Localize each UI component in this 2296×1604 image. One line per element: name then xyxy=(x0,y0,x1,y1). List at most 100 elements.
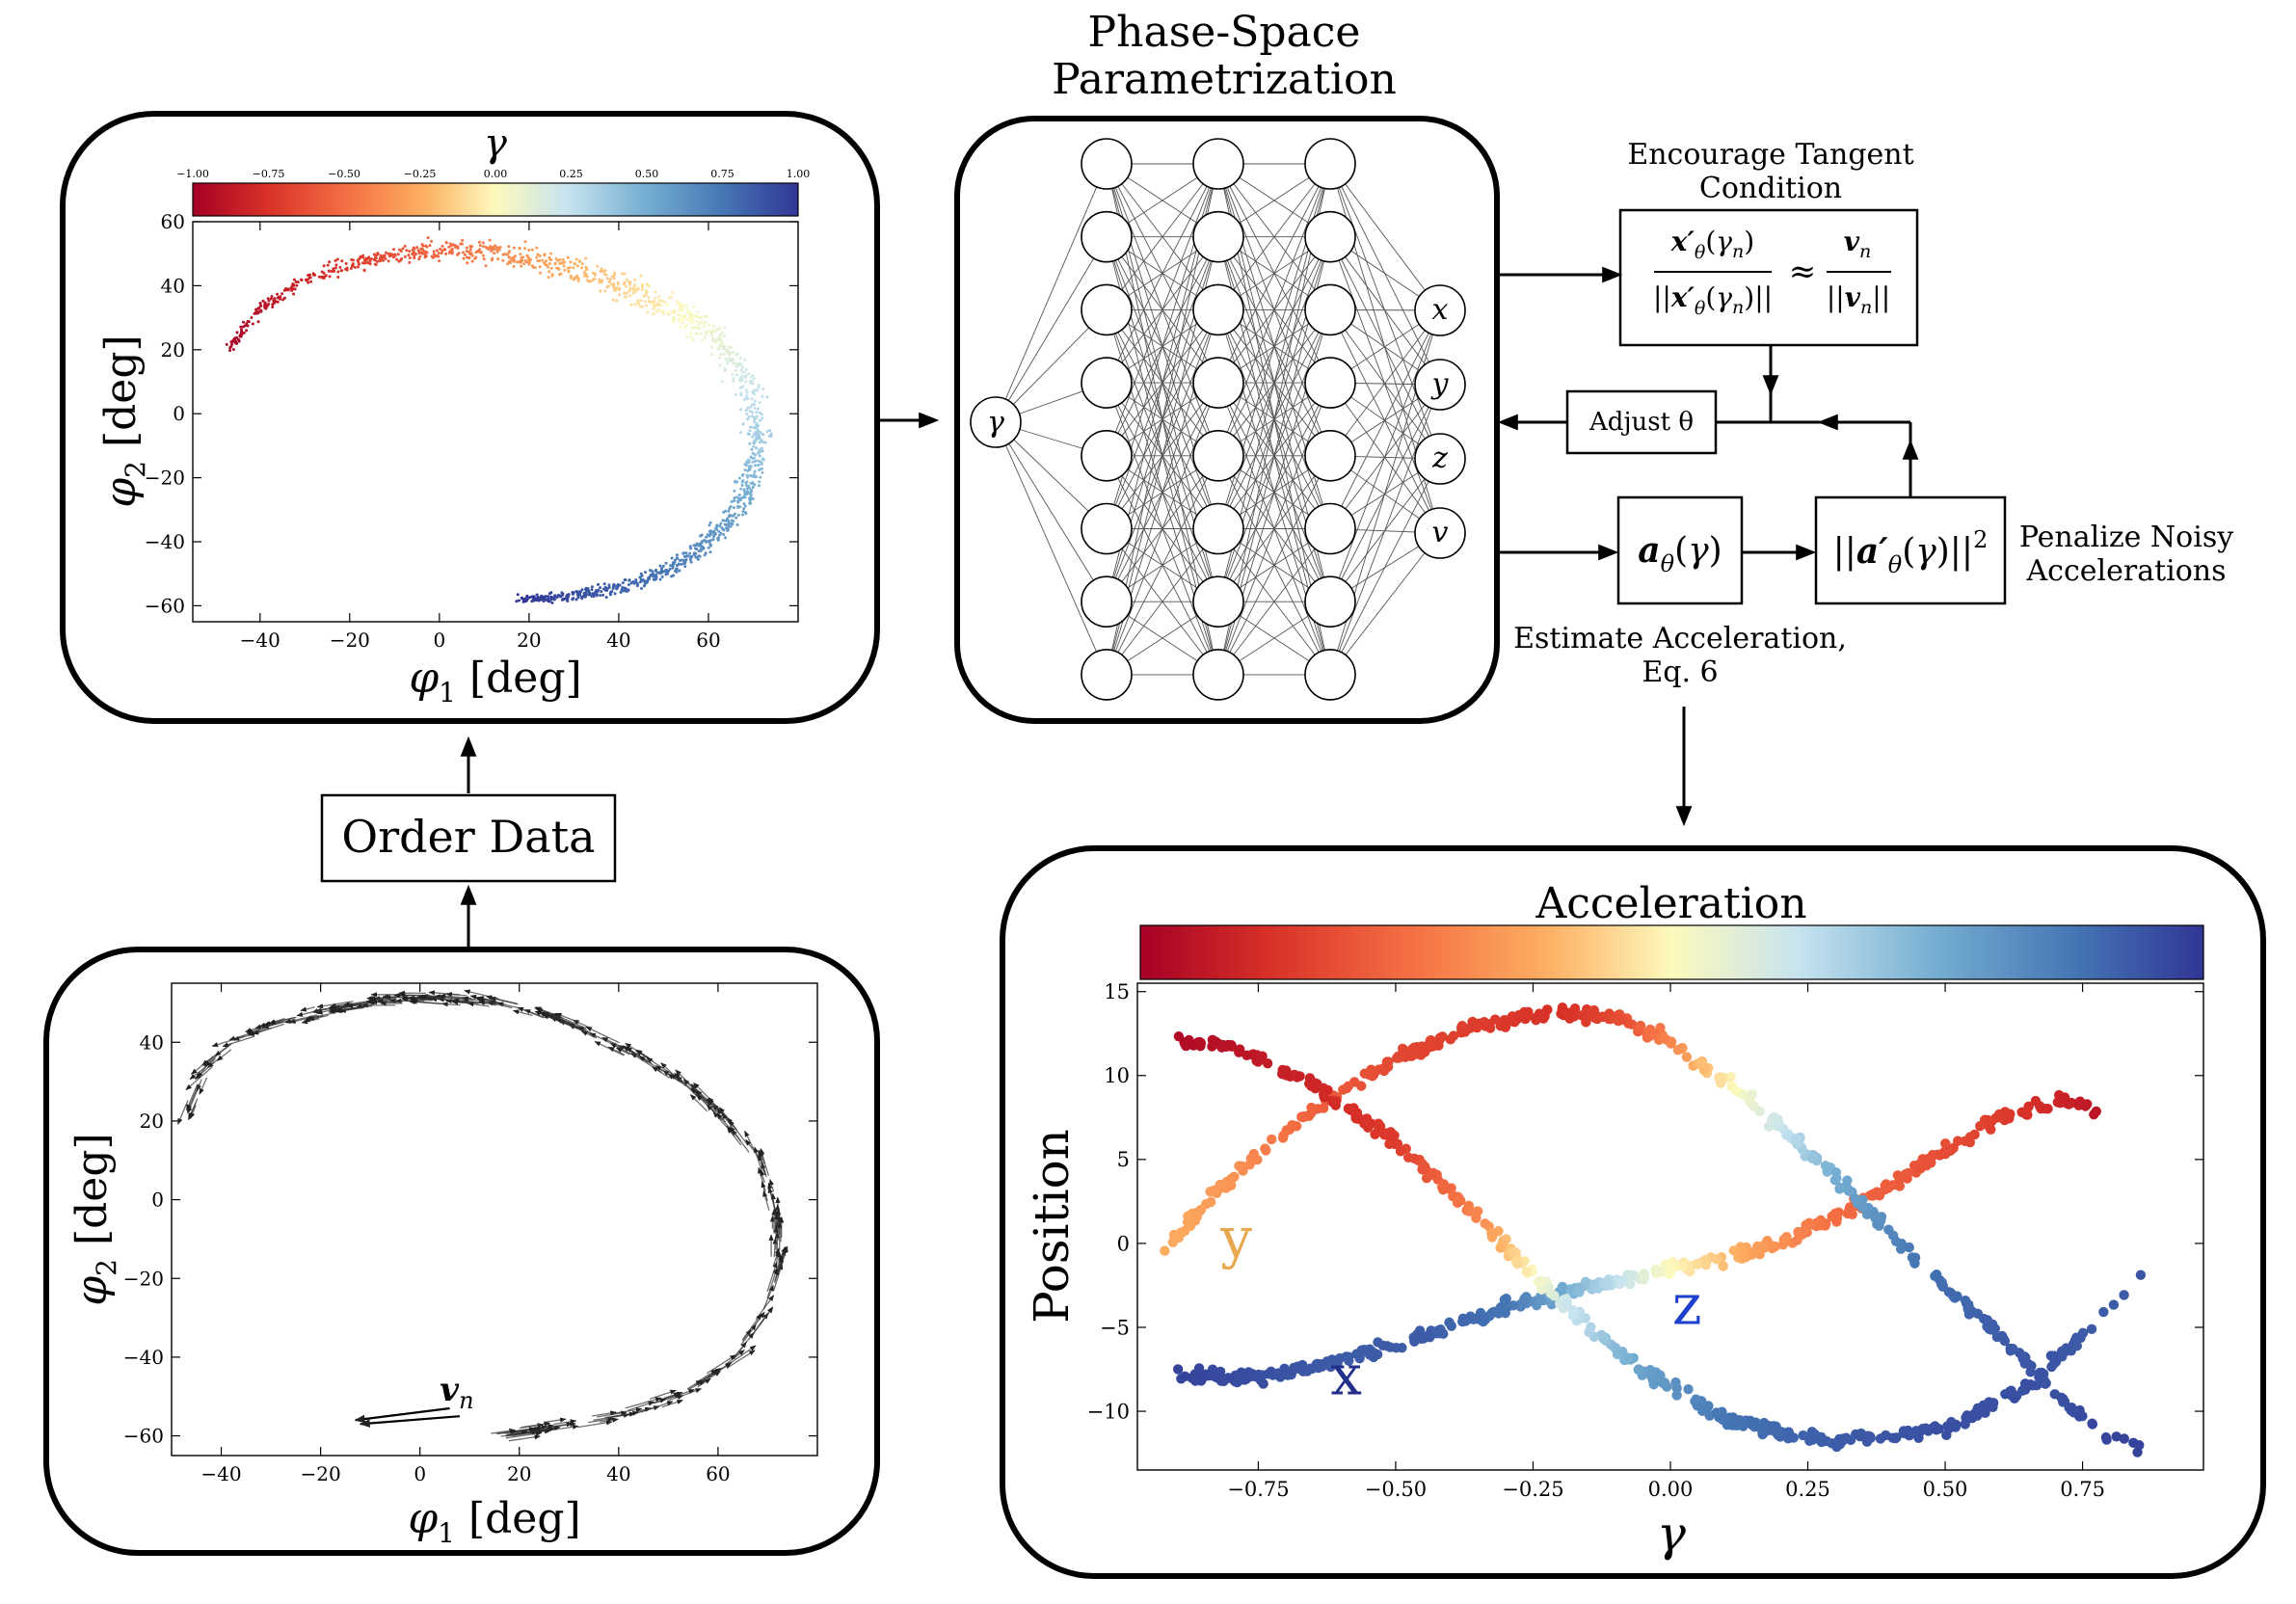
gamma-scatter-point xyxy=(735,373,739,377)
position-xtick-label: 0.75 xyxy=(2060,1478,2105,1501)
position-point-z xyxy=(1930,1421,1940,1431)
quiver-arrow xyxy=(478,998,498,1005)
gamma-ytick-label: −60 xyxy=(145,594,185,617)
position-point-z xyxy=(1988,1402,1998,1412)
gamma-scatter-point xyxy=(730,345,734,349)
gamma-scatter-point xyxy=(627,588,630,592)
quiver-arrow xyxy=(269,1016,297,1026)
gamma-scatter-point xyxy=(235,331,239,334)
gamma-scatter-point xyxy=(645,290,649,294)
gamma-scatter-point xyxy=(317,275,321,279)
gamma-scatter-point xyxy=(599,289,602,293)
position-xtick-label: 0.25 xyxy=(1785,1478,1830,1501)
network-hidden-node xyxy=(1192,575,1244,628)
quiver-arrow xyxy=(553,1419,577,1426)
quiver-arrow xyxy=(517,1006,544,1019)
gamma-scatter-point xyxy=(575,264,579,268)
gamma-scatter-point xyxy=(492,247,495,251)
gamma-scatter-point xyxy=(521,597,524,601)
position-point-x xyxy=(1446,1321,1456,1331)
network-edge xyxy=(1106,163,1219,384)
series-label-x: x xyxy=(1330,1343,1362,1408)
gamma-scatter-point xyxy=(286,287,290,291)
gamma-colorbar-tick: 1.00 xyxy=(787,168,811,180)
gamma-scatter-point xyxy=(720,340,724,344)
gamma-scatter-point xyxy=(451,243,455,247)
gamma-scatter-point xyxy=(522,262,526,266)
gamma-scatter-point xyxy=(598,278,601,281)
gamma-scatter-point xyxy=(616,586,620,590)
gamma-scatter-point xyxy=(563,260,567,264)
gamma-scatter-point xyxy=(623,578,627,582)
gamma-scatter-point xyxy=(520,260,523,264)
gamma-scatter-point xyxy=(522,247,526,251)
quiver-arrow xyxy=(707,1098,726,1116)
position-point-z xyxy=(1562,1297,1572,1308)
gamma-scatter-point xyxy=(688,551,692,555)
gamma-scatter-point xyxy=(247,320,251,324)
gamma-scatter-point xyxy=(734,516,738,520)
gamma-scatter-point xyxy=(543,254,547,257)
gamma-scatter-point xyxy=(689,547,693,550)
gamma-scatter-point xyxy=(711,538,715,542)
gamma-scatter-point xyxy=(716,537,720,541)
network-hidden-node xyxy=(1081,210,1133,263)
title-line1: Phase-Space xyxy=(1088,8,1361,57)
position-point-x xyxy=(1343,1351,1354,1362)
gamma-scatter-point xyxy=(741,472,745,476)
quiver-arrow xyxy=(649,1389,677,1400)
quiver-xlabel: φ1 [deg] xyxy=(408,1494,580,1549)
gamma-ytick-label: 0 xyxy=(173,402,185,425)
gamma-scatter-point xyxy=(600,280,603,283)
gamma-scatter-point xyxy=(708,521,712,524)
gamma-scatter-point xyxy=(746,417,750,421)
gamma-scatter-point xyxy=(340,259,344,263)
gamma-scatter-point xyxy=(734,365,738,369)
gamma-xlabel: φ1 [deg] xyxy=(409,654,581,708)
penalty-expression: ||a′θ(γ)||2 xyxy=(1833,526,1989,578)
gamma-scatter-point xyxy=(368,262,372,266)
gamma-scatter-point xyxy=(623,589,627,593)
gamma-scatter-point xyxy=(681,318,685,322)
position-point-y xyxy=(1226,1173,1237,1185)
gamma-scatter-point xyxy=(761,449,764,453)
gamma-scatter-point xyxy=(558,273,562,277)
gamma-scatter-point xyxy=(652,304,655,307)
gamma-scatter-point xyxy=(547,276,550,280)
position-point-x xyxy=(1354,1353,1365,1364)
gamma-scatter-point xyxy=(739,391,743,395)
position-point-z xyxy=(2086,1323,2097,1334)
gamma-scatter-point xyxy=(623,291,627,295)
position-point-y xyxy=(1383,1056,1394,1067)
position-point-y xyxy=(1406,1051,1417,1061)
gamma-scatter-point xyxy=(423,250,427,254)
gamma-scatter-point xyxy=(573,276,576,280)
gamma-scatter-point xyxy=(685,309,689,313)
position-point-z xyxy=(1691,1394,1701,1404)
network-hidden-node xyxy=(1192,210,1244,263)
gamma-scatter-point xyxy=(289,286,293,290)
gamma-scatter-point xyxy=(638,305,642,308)
network-hidden-node xyxy=(1304,649,1356,701)
gamma-scatter-point xyxy=(625,291,628,295)
network-output-label: z xyxy=(1431,441,1448,475)
gamma-scatter-point xyxy=(501,258,505,262)
gamma-scatter-point xyxy=(357,261,360,265)
gamma-scatter-point xyxy=(752,441,756,445)
gamma-scatter-point xyxy=(552,598,556,602)
position-point-x xyxy=(1829,1208,1841,1219)
gamma-scatter-point xyxy=(322,264,326,268)
gamma-scatter-point xyxy=(388,252,392,255)
gamma-scatter-point xyxy=(675,553,679,557)
gamma-scatter-point xyxy=(699,547,703,550)
gamma-scatter-point xyxy=(568,266,572,270)
gamma-ytick-label: −40 xyxy=(145,530,185,553)
quiver-arrow xyxy=(744,1130,760,1160)
gamma-scatter-point xyxy=(344,267,348,271)
position-point-z xyxy=(1887,1432,1898,1443)
gamma-scatter-point xyxy=(569,274,573,278)
gamma-scatter-point xyxy=(618,293,622,297)
gamma-scatter-point xyxy=(573,262,576,266)
position-point-x xyxy=(1952,1136,1963,1146)
gamma-scatter-point xyxy=(384,256,387,260)
